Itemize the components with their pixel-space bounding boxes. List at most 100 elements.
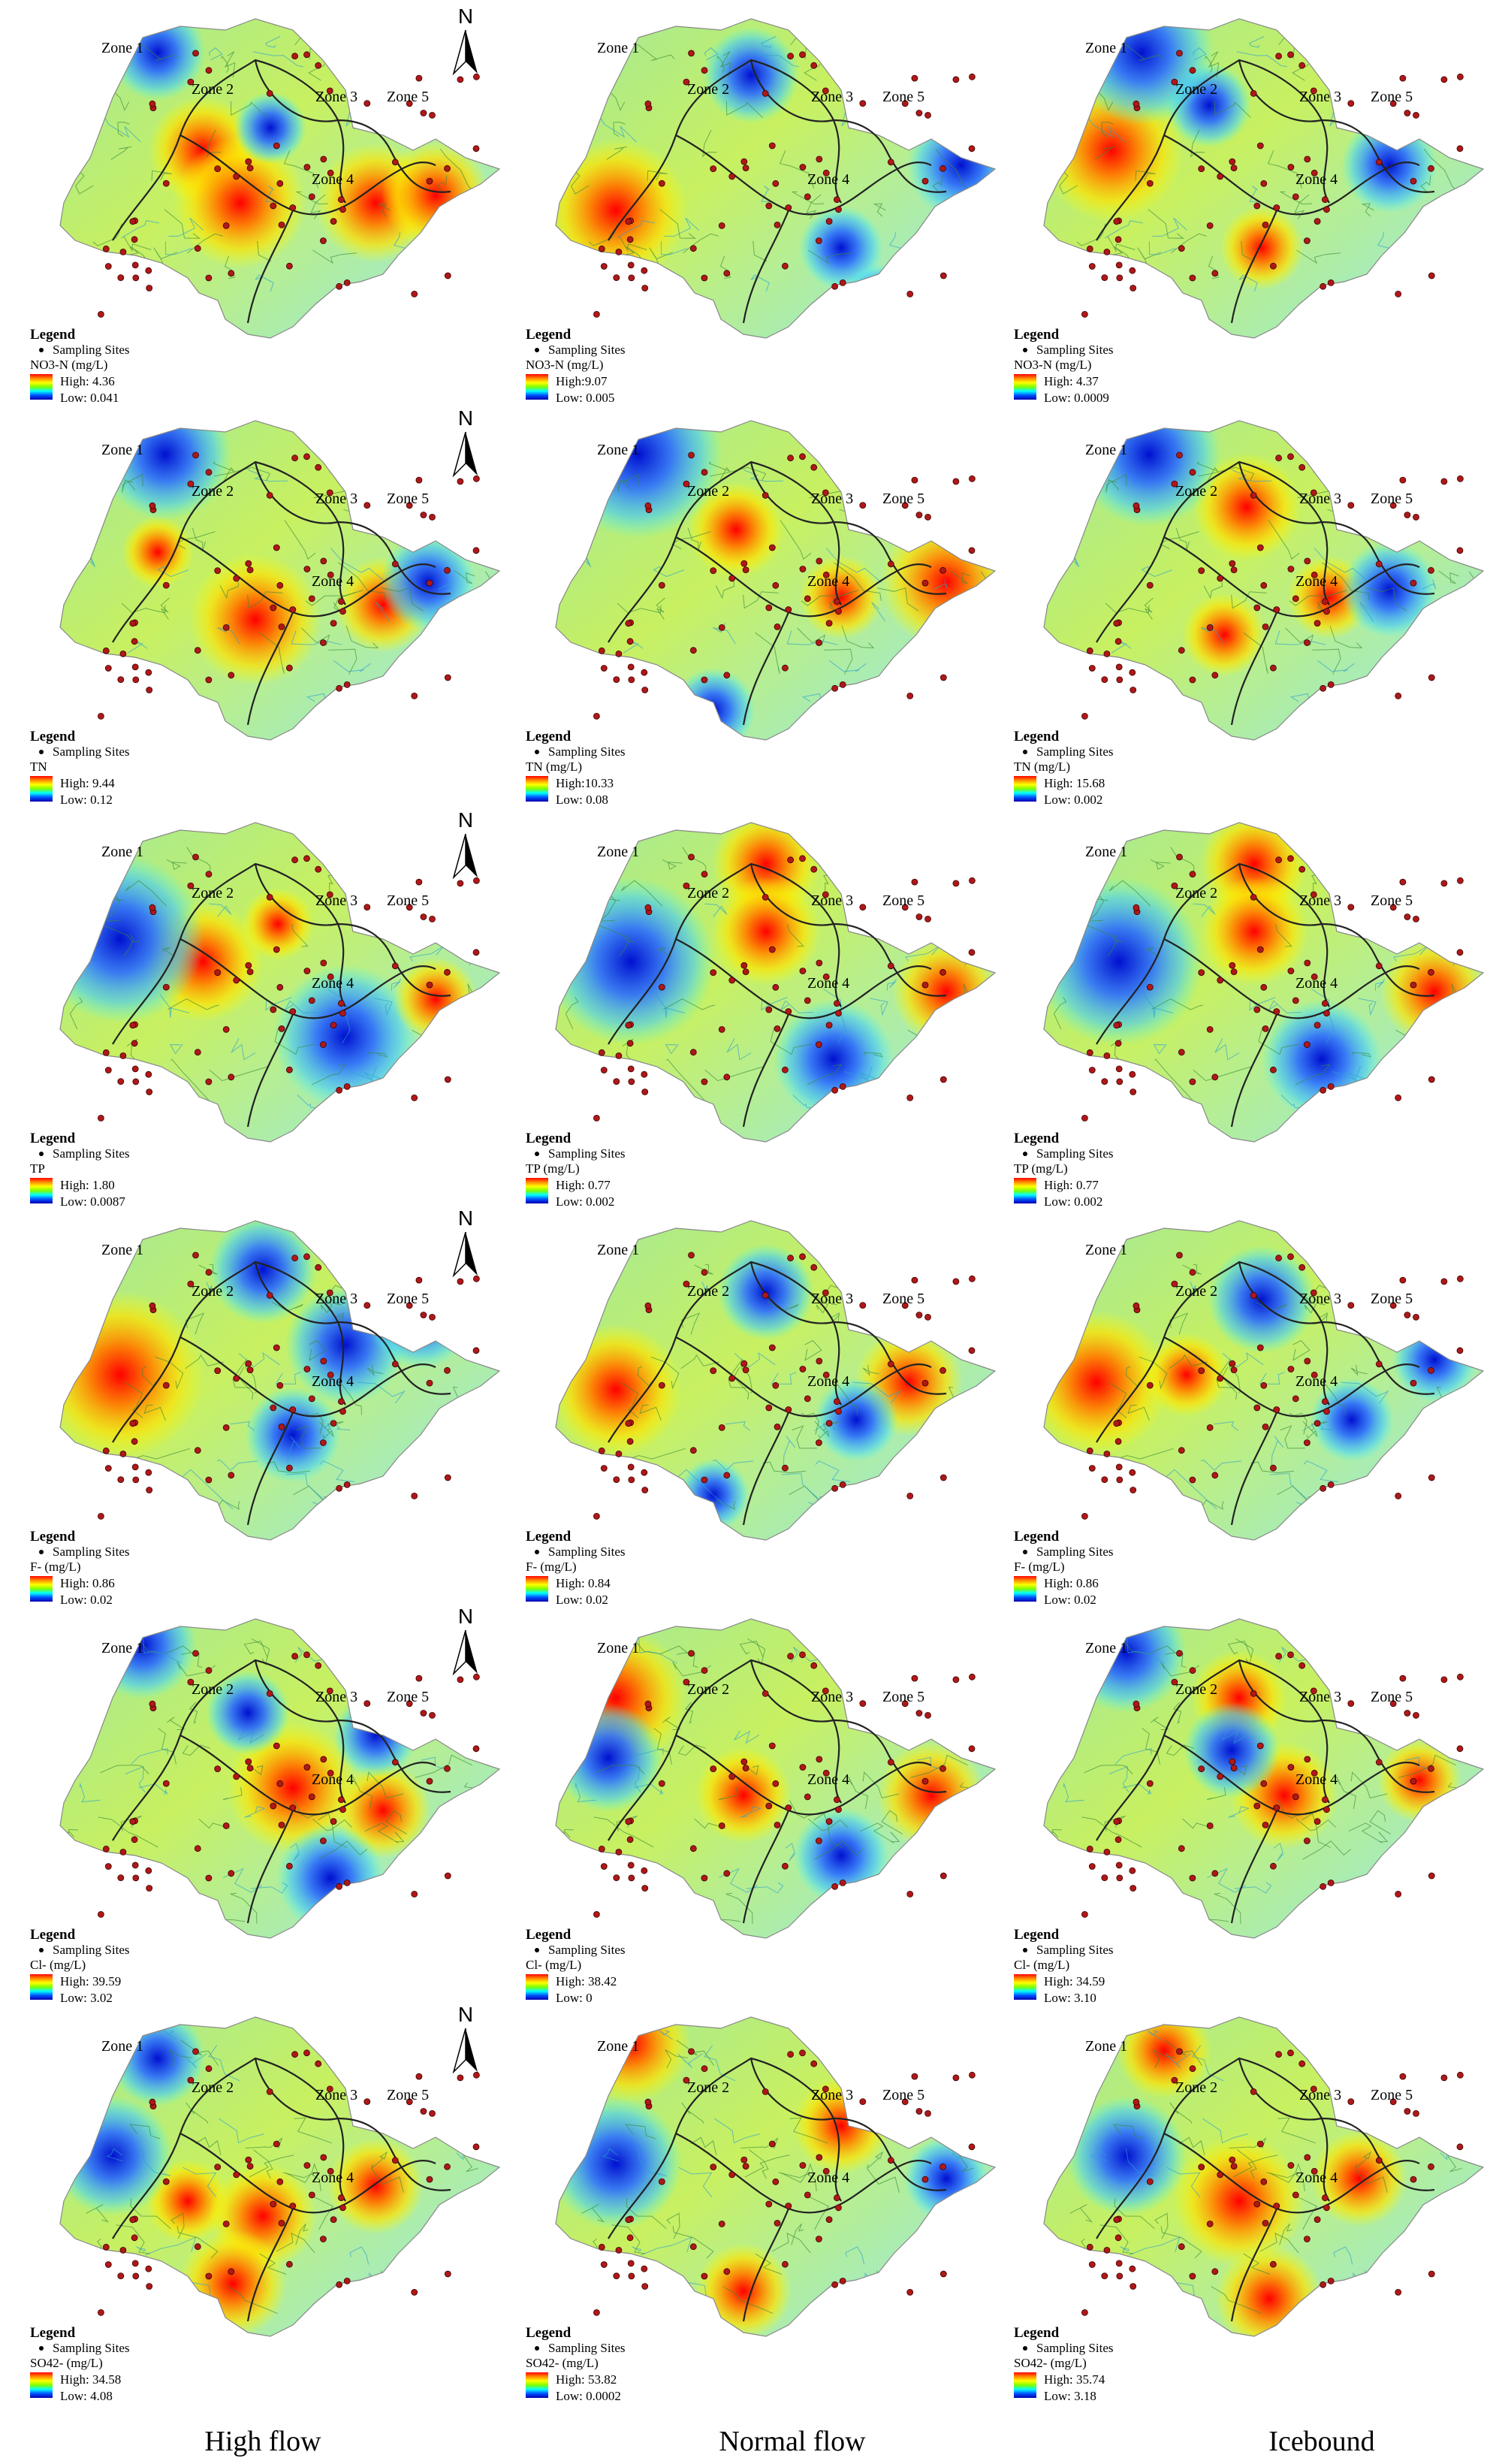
zone-boundary — [112, 2057, 339, 2239]
sampling-site — [192, 2048, 199, 2055]
sampling-site — [816, 557, 823, 565]
sampling-site — [1389, 904, 1397, 911]
zone-label: Zone 3 — [811, 2087, 853, 2103]
sampling-site — [723, 1073, 731, 1081]
river — [593, 1816, 654, 1848]
low-concentration-area — [907, 111, 995, 219]
river — [1087, 891, 1105, 922]
sampling-site — [411, 290, 418, 297]
river — [797, 627, 826, 646]
sampling-site — [915, 512, 923, 518]
high-concentration-area — [242, 888, 314, 960]
river — [206, 1282, 213, 1294]
sampling-site — [233, 977, 240, 984]
sampling-site — [625, 1818, 632, 1825]
sampling-site — [924, 1313, 931, 1321]
sampling-site — [278, 2219, 285, 2227]
zone-label: Zone 2 — [192, 81, 234, 98]
sampling-site — [1206, 1025, 1214, 1033]
map-legend: Legend Sampling Sites TP High: 1.80 Low: 0.0… — [30, 1131, 129, 1209]
sampling-site — [765, 2200, 773, 2208]
sampling-site — [1428, 165, 1434, 172]
river — [1208, 51, 1220, 77]
legend-title: Legend — [30, 1927, 76, 1943]
river — [718, 1787, 738, 1800]
sampling-site — [906, 1094, 914, 1101]
zone-label: Zone 5 — [1371, 491, 1413, 507]
sampling-site — [701, 2272, 708, 2280]
legend-title: Legend — [1014, 1927, 1060, 1943]
sampling-site — [628, 274, 635, 282]
sampling-site — [762, 492, 769, 499]
sampling-site — [1189, 1476, 1196, 1484]
sampling-site — [1176, 1252, 1183, 1259]
legend-parameter: TP (mg/L) — [526, 1161, 580, 1176]
sampling-site — [1217, 173, 1224, 180]
river — [1069, 2203, 1093, 2223]
low-concentration-area — [718, 1244, 814, 1340]
sampling-site — [444, 165, 451, 172]
sampling-site — [641, 669, 648, 676]
zone-boundary — [1321, 922, 1435, 997]
river — [789, 2117, 828, 2144]
sampling-site — [816, 156, 823, 163]
sampling-site — [598, 1845, 605, 1853]
sampling-site — [1229, 1360, 1236, 1367]
legend-parameter: NO3-N (mg/L) — [526, 358, 604, 372]
high-concentration-area — [189, 554, 321, 686]
sampling-site — [444, 1872, 451, 1880]
river — [318, 1421, 351, 1431]
river — [106, 2148, 123, 2162]
sampling-site — [825, 1022, 833, 1029]
river — [743, 470, 784, 482]
zone-label: Zone 3 — [1299, 89, 1341, 105]
legend-sampling-sites: Sampling Sites — [1014, 2341, 1113, 2356]
sampling-site — [921, 177, 929, 185]
sampling-site — [1273, 2203, 1280, 2209]
map-panel: Zone 1 Zone 2 Zone 3 Zone 4 Zone 5 Legend Samp… — [1014, 2006, 1502, 2404]
sampling-site — [149, 904, 156, 911]
sampling-site — [415, 2073, 423, 2080]
legend-high-value: High:9.07 — [556, 374, 608, 388]
sampling-site — [822, 1769, 830, 1777]
river — [672, 2226, 714, 2259]
sampling-site — [799, 164, 807, 171]
river — [801, 1412, 819, 1435]
river — [1378, 1831, 1389, 1843]
sampling-site — [1404, 1710, 1411, 1717]
river — [760, 36, 777, 48]
sampling-site — [245, 2156, 252, 2164]
river — [819, 26, 839, 44]
river — [213, 461, 236, 483]
sampling-site — [627, 2260, 635, 2267]
sampling-site — [1275, 2051, 1283, 2058]
sampling-site — [1440, 478, 1448, 485]
sampling-site — [710, 1367, 717, 1375]
river — [143, 1637, 182, 1664]
sampling-site — [420, 1312, 427, 1318]
river — [1086, 925, 1123, 943]
sampling-site — [98, 1910, 104, 1918]
sampling-site — [222, 2220, 230, 2227]
river — [169, 1043, 183, 1055]
sampling-site — [1081, 1114, 1088, 1122]
sampling-site — [1395, 692, 1402, 699]
zone-label: Zone 5 — [1371, 1291, 1413, 1307]
sampling-site — [641, 285, 649, 291]
river — [1111, 638, 1132, 654]
sampling-site — [187, 882, 195, 889]
river — [1243, 2253, 1271, 2275]
sampling-site — [625, 1022, 632, 1029]
river — [1347, 1892, 1365, 1928]
sampling-site — [1428, 1076, 1435, 1083]
sampling-site — [472, 547, 480, 554]
sampling-site — [799, 2049, 806, 2057]
river — [1105, 602, 1150, 614]
sampling-site — [765, 604, 773, 611]
sampling-site — [615, 248, 623, 255]
sampling-site — [149, 1302, 156, 1309]
sampling-site — [363, 904, 371, 910]
river — [926, 234, 955, 252]
